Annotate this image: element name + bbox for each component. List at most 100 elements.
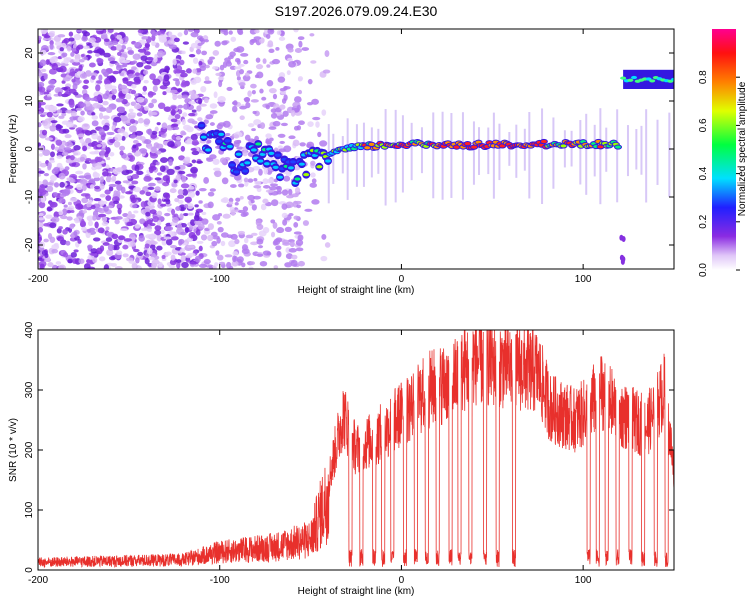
noise-blob [136, 112, 143, 117]
noise-blob [234, 238, 240, 245]
noise-blob [104, 151, 109, 158]
noise-blob [114, 219, 120, 225]
noise-blob [94, 150, 100, 155]
noise-blob [92, 102, 101, 109]
noise-blob [53, 182, 60, 188]
leakage-streak [410, 122, 413, 181]
noise-blob [65, 109, 73, 114]
noise-blob [154, 177, 162, 181]
noise-blob [159, 165, 166, 173]
noise-blob [170, 105, 177, 110]
noise-blob [201, 50, 208, 56]
noise-blob [111, 40, 119, 46]
noise-blob [171, 208, 176, 216]
noise-blob [268, 48, 275, 54]
noise-blob [90, 252, 98, 257]
noise-blob [143, 65, 152, 70]
noise-blob [107, 205, 114, 209]
noise-blob [149, 152, 159, 159]
noise-blob [55, 261, 62, 265]
noise-blob [114, 62, 120, 66]
noise-blob [126, 69, 135, 75]
noise-blob [177, 188, 184, 196]
noise-blob [90, 248, 98, 254]
noise-blob [203, 119, 209, 125]
noise-blob [75, 46, 81, 51]
track-point [205, 148, 212, 152]
noise-blob [116, 203, 123, 210]
noise-blob [176, 262, 181, 269]
noise-blob [262, 185, 271, 189]
noise-blob [271, 58, 281, 65]
noise-blob [288, 188, 293, 196]
noise-blob [186, 244, 195, 249]
noise-blob [44, 137, 54, 141]
noise-blob [76, 183, 84, 191]
noise-blob [265, 189, 275, 193]
noise-blob [161, 122, 168, 130]
noise-blob [174, 140, 182, 147]
noise-blob [43, 238, 49, 243]
noise-blob [266, 80, 274, 87]
noise-blob [105, 175, 112, 183]
noise-blob [187, 212, 194, 216]
noise-blob [200, 234, 208, 241]
noise-blob [191, 159, 197, 164]
noise-blob [281, 189, 289, 196]
noise-blob [194, 125, 199, 129]
noise-blob [196, 105, 202, 112]
noise-blob [105, 106, 113, 114]
noise-blob [164, 212, 171, 217]
noise-blob [160, 229, 165, 235]
noise-blob [156, 210, 163, 217]
noise-blob [98, 107, 107, 112]
leakage-streak [640, 125, 643, 175]
noise-blob [60, 215, 68, 220]
noise-blob [273, 147, 279, 153]
noise-blob [79, 73, 88, 79]
noise-blob [194, 255, 201, 263]
leakage-streak [472, 121, 475, 185]
noise-blob [180, 183, 190, 189]
noise-blob [85, 193, 91, 199]
noise-blob [212, 167, 221, 171]
noise-blob [298, 40, 303, 48]
noise-blob [188, 185, 195, 190]
noise-blob [106, 131, 115, 136]
noise-blob [282, 239, 290, 245]
leakage-streak [441, 111, 444, 200]
noise-blob [255, 57, 261, 63]
noise-blob [97, 227, 105, 234]
noise-blob [228, 30, 233, 35]
noise-blob [190, 42, 198, 49]
noise-blob [125, 191, 133, 195]
noise-blob [222, 120, 231, 128]
noise-blob [124, 36, 129, 43]
noise-blob [75, 107, 82, 111]
noise-blob [81, 197, 89, 204]
noise-blob [116, 64, 122, 71]
noise-blob [135, 142, 142, 147]
noise-blob [122, 180, 130, 184]
noise-blob [128, 108, 134, 113]
noise-blob [238, 82, 246, 87]
noise-blob [105, 237, 113, 242]
noise-blob [217, 226, 224, 233]
noise-blob [191, 109, 197, 113]
track-point [364, 146, 371, 150]
noise-blob [256, 253, 264, 257]
noise-blob [139, 218, 146, 225]
noise-blob [106, 75, 115, 79]
noise-blob [45, 59, 50, 66]
noise-blob [78, 258, 85, 264]
noise-blob [117, 106, 126, 114]
noise-blob [42, 223, 51, 227]
noise-blob [209, 103, 218, 109]
noise-blob [233, 47, 241, 53]
noise-blob [190, 147, 197, 152]
noise-blob [38, 81, 45, 88]
noise-blob [140, 201, 147, 208]
noise-blob [171, 123, 179, 127]
track-point [290, 160, 297, 164]
